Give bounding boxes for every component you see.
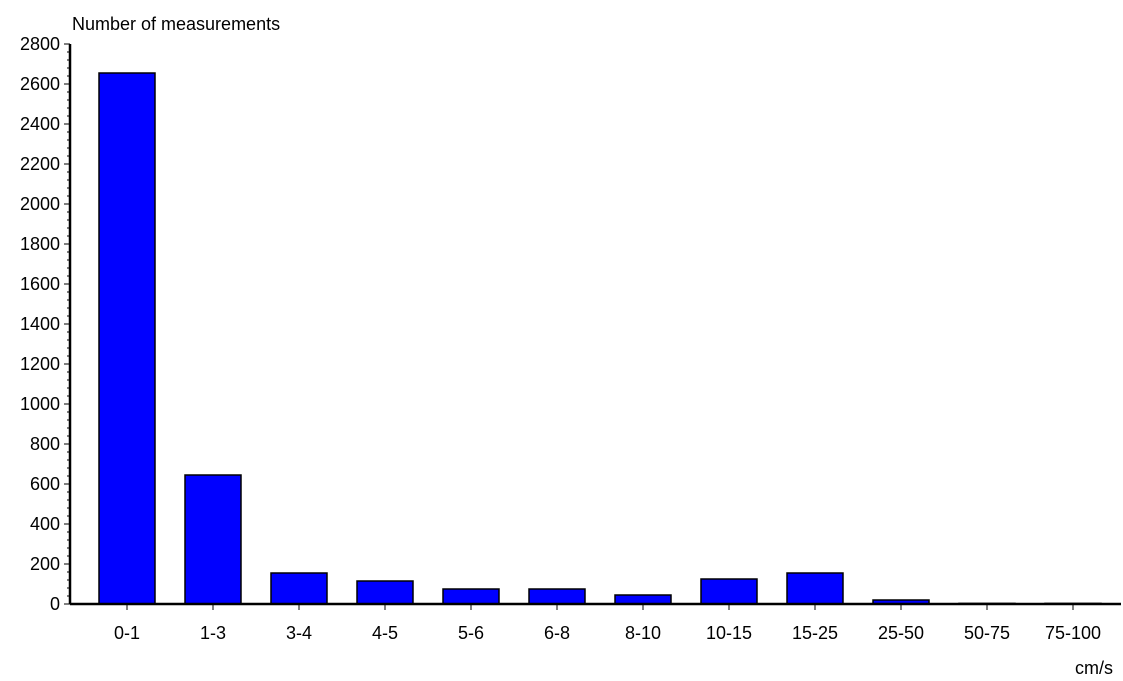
bar-3-4 (270, 572, 328, 605)
x-tick-label: 25-50 (878, 623, 924, 643)
bar-8-10 (614, 594, 672, 605)
y-tick-label: 1800 (20, 234, 60, 254)
bar-5-6 (442, 588, 500, 605)
bar-6-8 (528, 588, 586, 605)
y-axis-ticks: 0 200 400 600 800 1000 1200 1400 1600 1800 2000 220… (20, 34, 70, 614)
y-tick-label: 0 (50, 594, 60, 614)
y-tick-label: 200 (30, 554, 60, 574)
y-tick-label: 600 (30, 474, 60, 494)
x-tick-label: 6-8 (544, 623, 570, 643)
bar-15-25 (786, 572, 844, 605)
y-tick-label: 800 (30, 434, 60, 454)
y-tick-label: 2000 (20, 194, 60, 214)
bar-4-5 (356, 580, 414, 605)
x-tick-label: 10-15 (706, 623, 752, 643)
y-axis-title: Number of measurements (72, 14, 280, 34)
y-tick-label: 2400 (20, 114, 60, 134)
bars-layer (98, 72, 1102, 605)
x-tick-label: 0-1 (114, 623, 140, 643)
bar-10-15 (700, 578, 758, 605)
x-tick-label: 15-25 (792, 623, 838, 643)
y-tick-label: 1400 (20, 314, 60, 334)
x-tick-label: 8-10 (625, 623, 661, 643)
y-tick-label: 2200 (20, 154, 60, 174)
y-tick-label: 2800 (20, 34, 60, 54)
x-tick-label: 4-5 (372, 623, 398, 643)
x-axis-title: cm/s (1075, 658, 1113, 678)
x-tick-label: 75-100 (1045, 623, 1101, 643)
x-tick-label: 1-3 (200, 623, 226, 643)
x-tick-label: 5-6 (458, 623, 484, 643)
y-tick-label: 1200 (20, 354, 60, 374)
x-axis-ticks: 0-1 1-3 3-4 4-5 5-6 6-8 8-10 10-15 15-25 25-50 50-… (114, 604, 1101, 643)
bar-0-1 (98, 72, 156, 605)
y-tick-label: 2600 (20, 74, 60, 94)
x-tick-label: 3-4 (286, 623, 312, 643)
y-tick-label: 1000 (20, 394, 60, 414)
x-tick-label: 50-75 (964, 623, 1010, 643)
bar-1-3 (184, 474, 242, 605)
y-tick-label: 1600 (20, 274, 60, 294)
y-tick-label: 400 (30, 514, 60, 534)
